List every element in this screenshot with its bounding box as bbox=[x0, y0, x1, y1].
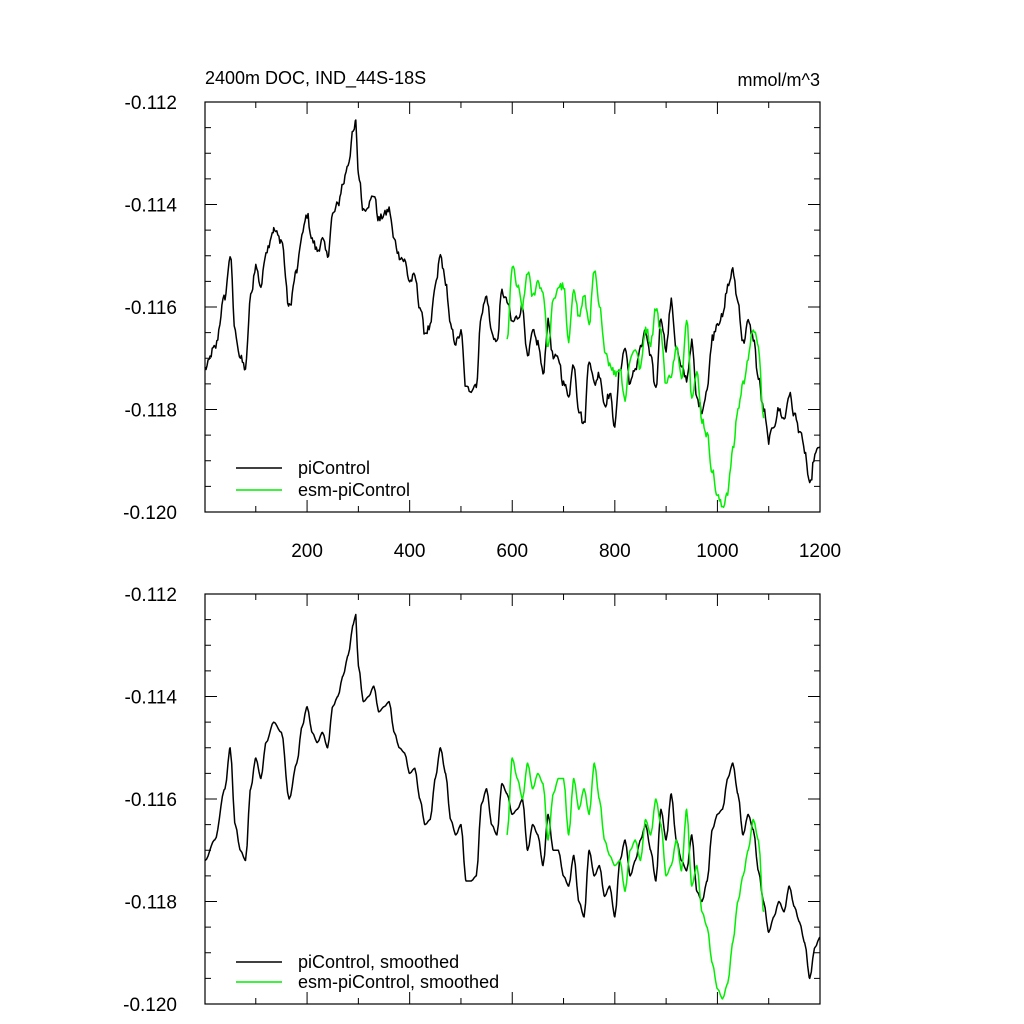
series-line-esm-picontrol-smoothed bbox=[506, 757, 765, 1000]
legend: piControl, smoothed esm-piControl, smoot… bbox=[236, 952, 499, 992]
series-line-picontrol-smoothed bbox=[204, 613, 821, 980]
series-line-picontrol bbox=[204, 119, 821, 484]
panel-title-units: mmol/m^3 bbox=[738, 70, 820, 90]
y-tick-label: -0.116 bbox=[125, 298, 177, 319]
y-tick-label: -0.120 bbox=[123, 995, 177, 1016]
y-tick-label: -0.112 bbox=[125, 93, 177, 114]
plot-frame bbox=[204, 101, 821, 513]
bottom-panel: -0.120 -0.118 -0.116 -0.114 -0.112 piControl… bbox=[123, 585, 821, 1016]
y-tick-label: -0.118 bbox=[125, 401, 177, 422]
series-lines bbox=[204, 119, 821, 509]
series-lines bbox=[204, 613, 821, 1000]
top-panel: 2400m DOC, IND_44S-18S mmol/m^3 -0.120-0… bbox=[123, 68, 841, 562]
y-tick-label: -0.120 bbox=[123, 503, 177, 524]
legend-label-esm-picontrol: esm-piControl bbox=[298, 480, 410, 500]
x-tick-label: 1000 bbox=[696, 541, 738, 562]
x-tick-label: 600 bbox=[496, 541, 528, 562]
panel-title-left: 2400m DOC, IND_44S-18S bbox=[205, 68, 426, 89]
x-tick-label: 800 bbox=[599, 541, 631, 562]
axis-ticks: -0.120 -0.118 -0.116 -0.114 -0.112 200 400 600 8… bbox=[123, 93, 841, 562]
axis-ticks: -0.120 -0.118 -0.116 -0.114 -0.112 bbox=[123, 585, 821, 1016]
y-tick-label: -0.116 bbox=[125, 790, 177, 811]
legend: piControl esm-piControl bbox=[236, 458, 410, 500]
plot-frame bbox=[204, 593, 821, 1005]
y-tick-label: -0.114 bbox=[125, 196, 178, 217]
legend-label-esm-picontrol-smoothed: esm-piControl, smoothed bbox=[298, 972, 499, 992]
legend-label-picontrol-smoothed: piControl, smoothed bbox=[298, 952, 459, 972]
x-tick-label: 400 bbox=[394, 541, 426, 562]
y-tick-label: -0.112 bbox=[125, 585, 177, 606]
x-tick-label: 1200 bbox=[799, 541, 841, 562]
legend-label-picontrol: piControl bbox=[298, 458, 370, 478]
y-tick-label: -0.118 bbox=[125, 893, 177, 914]
series-line-esm-picontrol bbox=[506, 265, 765, 509]
x-tick-label: 200 bbox=[291, 541, 323, 562]
y-tick-label: -0.114 bbox=[125, 688, 178, 709]
